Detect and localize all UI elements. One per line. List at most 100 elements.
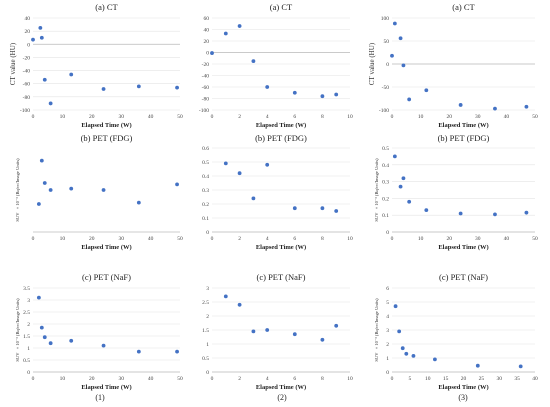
data-point: [392, 154, 397, 159]
y-tick-label: 0.6: [202, 146, 209, 152]
data-point: [210, 51, 214, 55]
x-tick-label: 50: [532, 114, 538, 120]
x-tick-label: 30: [497, 376, 503, 382]
y-tick-label: 0.5: [23, 358, 30, 364]
y-tick-label: 100: [381, 16, 390, 22]
x-tick-label: 40: [504, 236, 510, 242]
y-tick-label: -60: [23, 82, 31, 88]
data-point: [39, 325, 44, 330]
y-tick-label: -60: [202, 85, 210, 91]
x-tick-label: 0: [391, 376, 394, 382]
data-point: [175, 182, 179, 187]
data-point: [475, 363, 480, 368]
y-axis-label-quantity: SUV: [374, 352, 379, 362]
y-tick-label: -40: [202, 74, 210, 80]
x-tick-label: 20: [89, 236, 95, 242]
y-tick-label: 50: [384, 39, 390, 45]
x-tick-label: 2: [238, 114, 241, 120]
y-tick-label: -20: [23, 55, 31, 61]
y-tick-label: 1: [206, 342, 209, 348]
data-point: [292, 90, 297, 95]
y-tick-label: 5: [386, 300, 389, 306]
y-tick-label: 20: [204, 39, 210, 45]
data-point: [136, 84, 141, 89]
data-point: [493, 106, 497, 111]
x-tick-label: 8: [321, 114, 324, 120]
x-tick-label: 20: [89, 114, 95, 120]
y-tick-label: 40: [204, 28, 210, 34]
x-tick-label: 0: [211, 236, 214, 242]
x-tick-label: 6: [293, 236, 296, 242]
x-tick-label: 40: [148, 114, 154, 120]
x-tick-label: 5: [409, 376, 412, 382]
data-point: [48, 341, 53, 346]
x-tick-label: 30: [475, 236, 481, 242]
y-tick-label: -80: [202, 97, 210, 103]
data-point: [400, 346, 405, 351]
data-point: [320, 206, 325, 211]
x-tick-label: 8: [321, 236, 324, 242]
y-tick-label: 0: [27, 370, 30, 376]
y-tick-label: 1.5: [202, 328, 209, 334]
chart-panel-8: (c) PET (NaF) 0 0.5 1 1.5 2 2.5 3 0 2 4 6 8 10 Elapsed…: [202, 272, 353, 391]
data-point: [292, 332, 297, 337]
data-point: [42, 181, 47, 185]
y-axis-label-quantity: CT value (HU): [9, 42, 17, 85]
x-tick-label: 30: [118, 376, 124, 382]
x-axis-label: Elapsed Time (W): [438, 244, 488, 251]
data-point: [401, 63, 406, 68]
chart-panel-1: (a) CT -100 -80 -60 -40 -20 0 20 40 0 10 20 30 40 50 El…: [9, 2, 183, 129]
data-point: [524, 104, 529, 109]
x-tick-label: 8: [321, 376, 324, 382]
column-caption-3: (3): [458, 393, 468, 402]
y-tick-label: 0.3: [382, 180, 389, 186]
data-point: [334, 92, 339, 97]
data-point: [320, 94, 325, 99]
y-axis-label: SUV × 10⁻³ (Bq/cc/Image Units): [15, 158, 20, 222]
y-tick-label: 1.5: [23, 334, 30, 340]
y-tick-label: 6: [386, 286, 389, 292]
data-point: [265, 162, 270, 167]
data-point: [101, 343, 106, 348]
data-point: [458, 103, 463, 107]
y-tick-label: 40: [25, 16, 31, 22]
x-tick-label: 40: [504, 114, 510, 120]
data-point: [223, 294, 228, 299]
data-point: [433, 357, 437, 362]
chart-panel-3: (a) CT -100 -50 0 50 100 0 10 20 30 40 50 Elapsed Ti…: [368, 2, 538, 129]
y-tick-label: 3: [386, 328, 389, 334]
x-tick-label: 40: [148, 376, 154, 382]
chart-title: (a) CT: [95, 2, 118, 12]
data-point: [38, 25, 43, 30]
x-tick-label: 6: [293, 376, 296, 382]
chart-title: (b) PET (FDG): [81, 133, 133, 143]
x-tick-label: 20: [446, 114, 452, 120]
data-point: [458, 211, 463, 216]
y-tick-label: 0.5: [202, 160, 209, 166]
data-point: [404, 351, 409, 356]
y-axis-label-unit: × 10⁻³ (Bq/cc/Image Units): [15, 158, 20, 209]
y-tick-label: 0: [206, 51, 209, 57]
data-point: [175, 85, 179, 90]
y-tick-label: 0: [386, 62, 389, 68]
data-point: [237, 302, 242, 307]
y-axis-label-quantity: SUV: [374, 212, 379, 222]
data-point: [136, 200, 141, 205]
data-point: [292, 206, 297, 211]
data-point: [36, 202, 41, 206]
x-tick-label: 50: [177, 114, 183, 120]
data-point: [251, 329, 256, 334]
x-tick-label: 4: [266, 376, 269, 382]
y-axis-label-unit: × 10⁻³ (Bq/cc/Image Units): [374, 298, 379, 349]
data-point: [136, 349, 141, 354]
y-tick-label: -50: [382, 85, 390, 91]
x-tick-label: 50: [177, 376, 183, 382]
data-point: [223, 31, 228, 36]
column-caption-2: (2): [277, 393, 287, 402]
x-tick-label: 0: [391, 236, 394, 242]
data-point: [334, 209, 339, 213]
y-axis-label: CT value (HU): [368, 42, 376, 85]
x-tick-label: 6: [293, 114, 296, 120]
chart-title: (a) CT: [452, 2, 475, 12]
